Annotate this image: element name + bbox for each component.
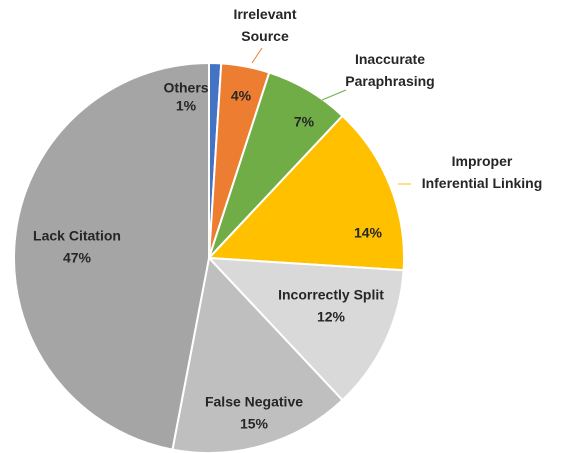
slice-label: Improper Inferential Linking	[422, 153, 543, 191]
pie-slice	[206, 114, 405, 272]
leader-line	[321, 89, 347, 101]
slice-label: Inaccurate Paraphrasing	[345, 51, 434, 89]
value-label: 7%	[294, 114, 315, 130]
pie-slice	[171, 255, 344, 453]
value-label: 4%	[231, 88, 252, 104]
value-label: 14%	[354, 225, 383, 241]
slice-label: Others	[163, 80, 208, 96]
slice-label: Irrelevant Source	[233, 6, 296, 44]
leader-line	[251, 47, 263, 64]
pie-slice	[13, 61, 210, 451]
slice-label: Lack Citation	[33, 228, 121, 244]
pie-slice	[206, 256, 405, 402]
slice-label: False Negative	[205, 394, 303, 410]
value-label: 15%	[240, 416, 269, 432]
slice-label: Incorrectly Split	[278, 287, 384, 303]
value-label: 1%	[176, 98, 197, 114]
value-label: 47%	[63, 250, 92, 266]
value-label: 12%	[317, 309, 346, 325]
